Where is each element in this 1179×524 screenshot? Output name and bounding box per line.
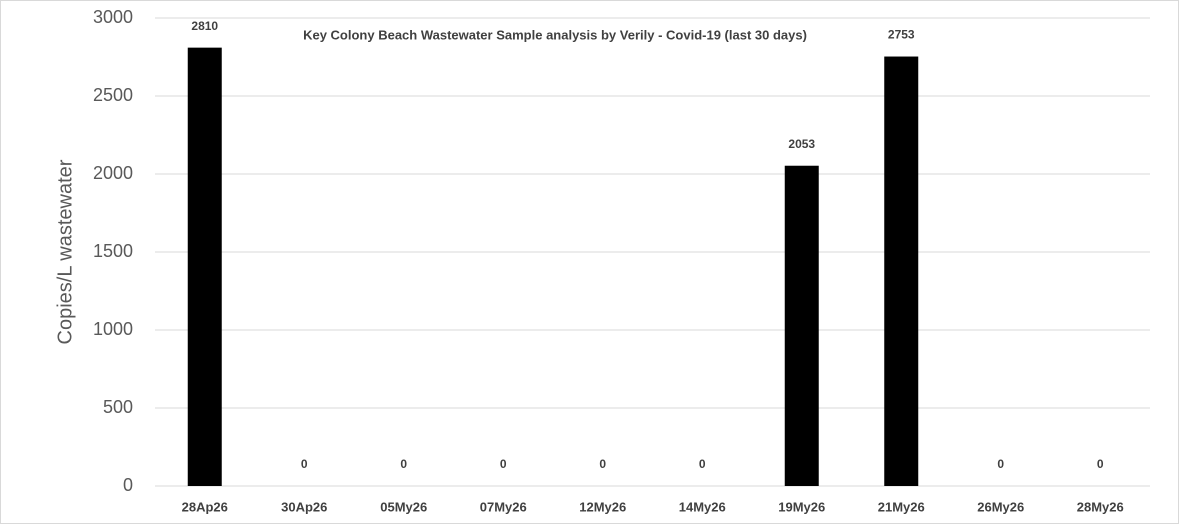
- data-label: 0: [301, 457, 308, 471]
- bar: [884, 56, 919, 486]
- data-label: 0: [997, 457, 1004, 471]
- y-tick-label: 3000: [93, 7, 133, 27]
- data-label: 0: [500, 457, 507, 471]
- x-tick-label: 07My26: [480, 499, 527, 514]
- bar: [784, 165, 819, 486]
- data-label: 2053: [788, 137, 815, 151]
- data-label: 0: [599, 457, 606, 471]
- data-label: 0: [1097, 457, 1104, 471]
- y-tick-label: 1000: [93, 319, 133, 339]
- bar: [187, 47, 222, 486]
- x-tick-label: 26My26: [977, 499, 1024, 514]
- y-tick-label: 500: [103, 397, 133, 417]
- data-label: 0: [699, 457, 706, 471]
- y-tick-label: 2500: [93, 85, 133, 105]
- y-tick-label: 2000: [93, 163, 133, 183]
- x-tick-label: 30Ap26: [281, 499, 327, 514]
- data-label: 2810: [191, 19, 218, 33]
- y-axis-label: Copies/L wastewater: [54, 159, 76, 344]
- data-label: 0: [400, 457, 407, 471]
- y-tick-label: 0: [123, 475, 133, 495]
- data-label: 2753: [888, 28, 915, 42]
- y-tick-label: 1500: [93, 241, 133, 261]
- chart-title: Key Colony Beach Wastewater Sample analy…: [303, 27, 807, 42]
- x-tick-label: 28Ap26: [182, 499, 228, 514]
- x-tick-label: 12My26: [579, 499, 626, 514]
- x-tick-label: 21My26: [878, 499, 925, 514]
- x-tick-label: 19My26: [778, 499, 825, 514]
- x-tick-label: 05My26: [380, 499, 427, 514]
- x-tick-label: 14My26: [679, 499, 726, 514]
- x-tick-label: 28My26: [1077, 499, 1124, 514]
